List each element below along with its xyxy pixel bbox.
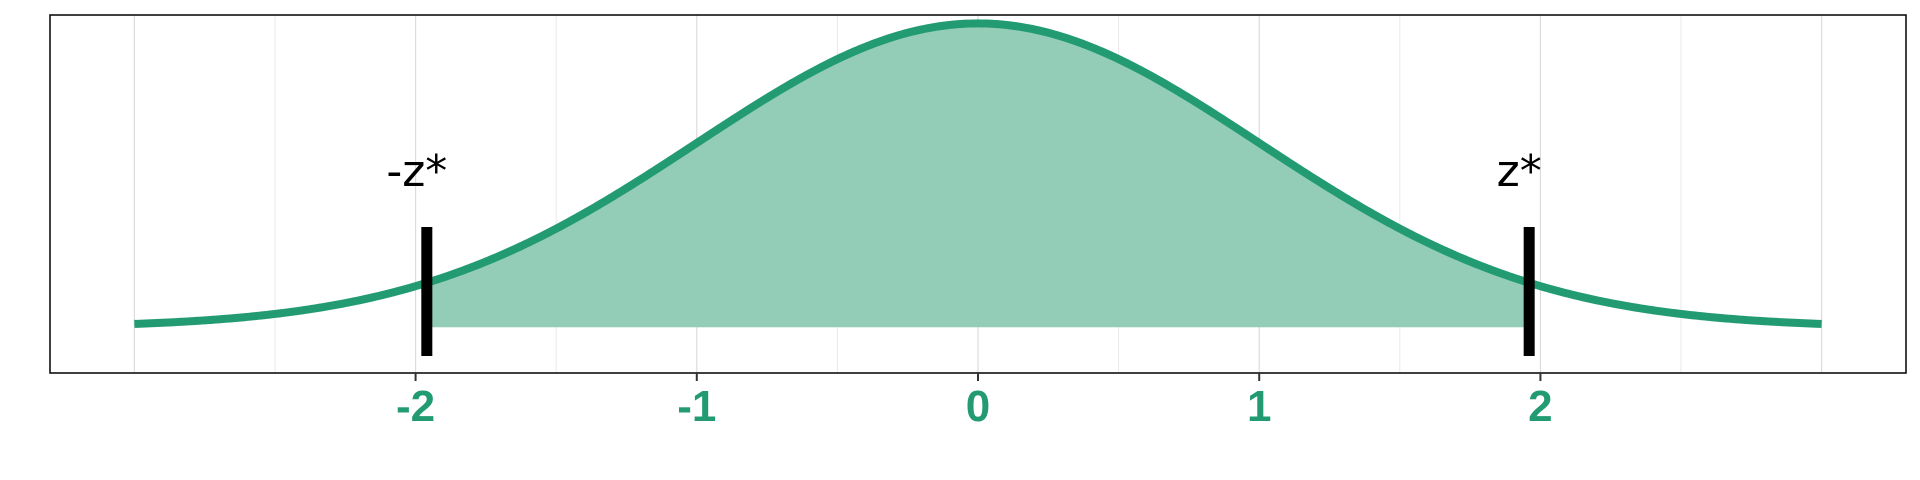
- upper-critical-label: z*: [1497, 146, 1542, 197]
- x-tick-label: -1: [677, 382, 716, 431]
- x-tick-label: -2: [396, 382, 435, 431]
- x-tick-label: 2: [1528, 382, 1552, 431]
- shaded-central-region: [426, 23, 1530, 328]
- lower-critical-label: -z*: [386, 146, 447, 197]
- x-tick-label: 1: [1247, 382, 1271, 431]
- x-tick-label: 0: [966, 382, 990, 431]
- critical-value-markers: -z* z*: [386, 146, 1542, 356]
- upper-critical-bar: [1523, 227, 1535, 356]
- x-axis: -2 -1 0 1 2: [396, 373, 1553, 431]
- density-curve: [133, 19, 1823, 328]
- lower-critical-bar: [421, 227, 433, 356]
